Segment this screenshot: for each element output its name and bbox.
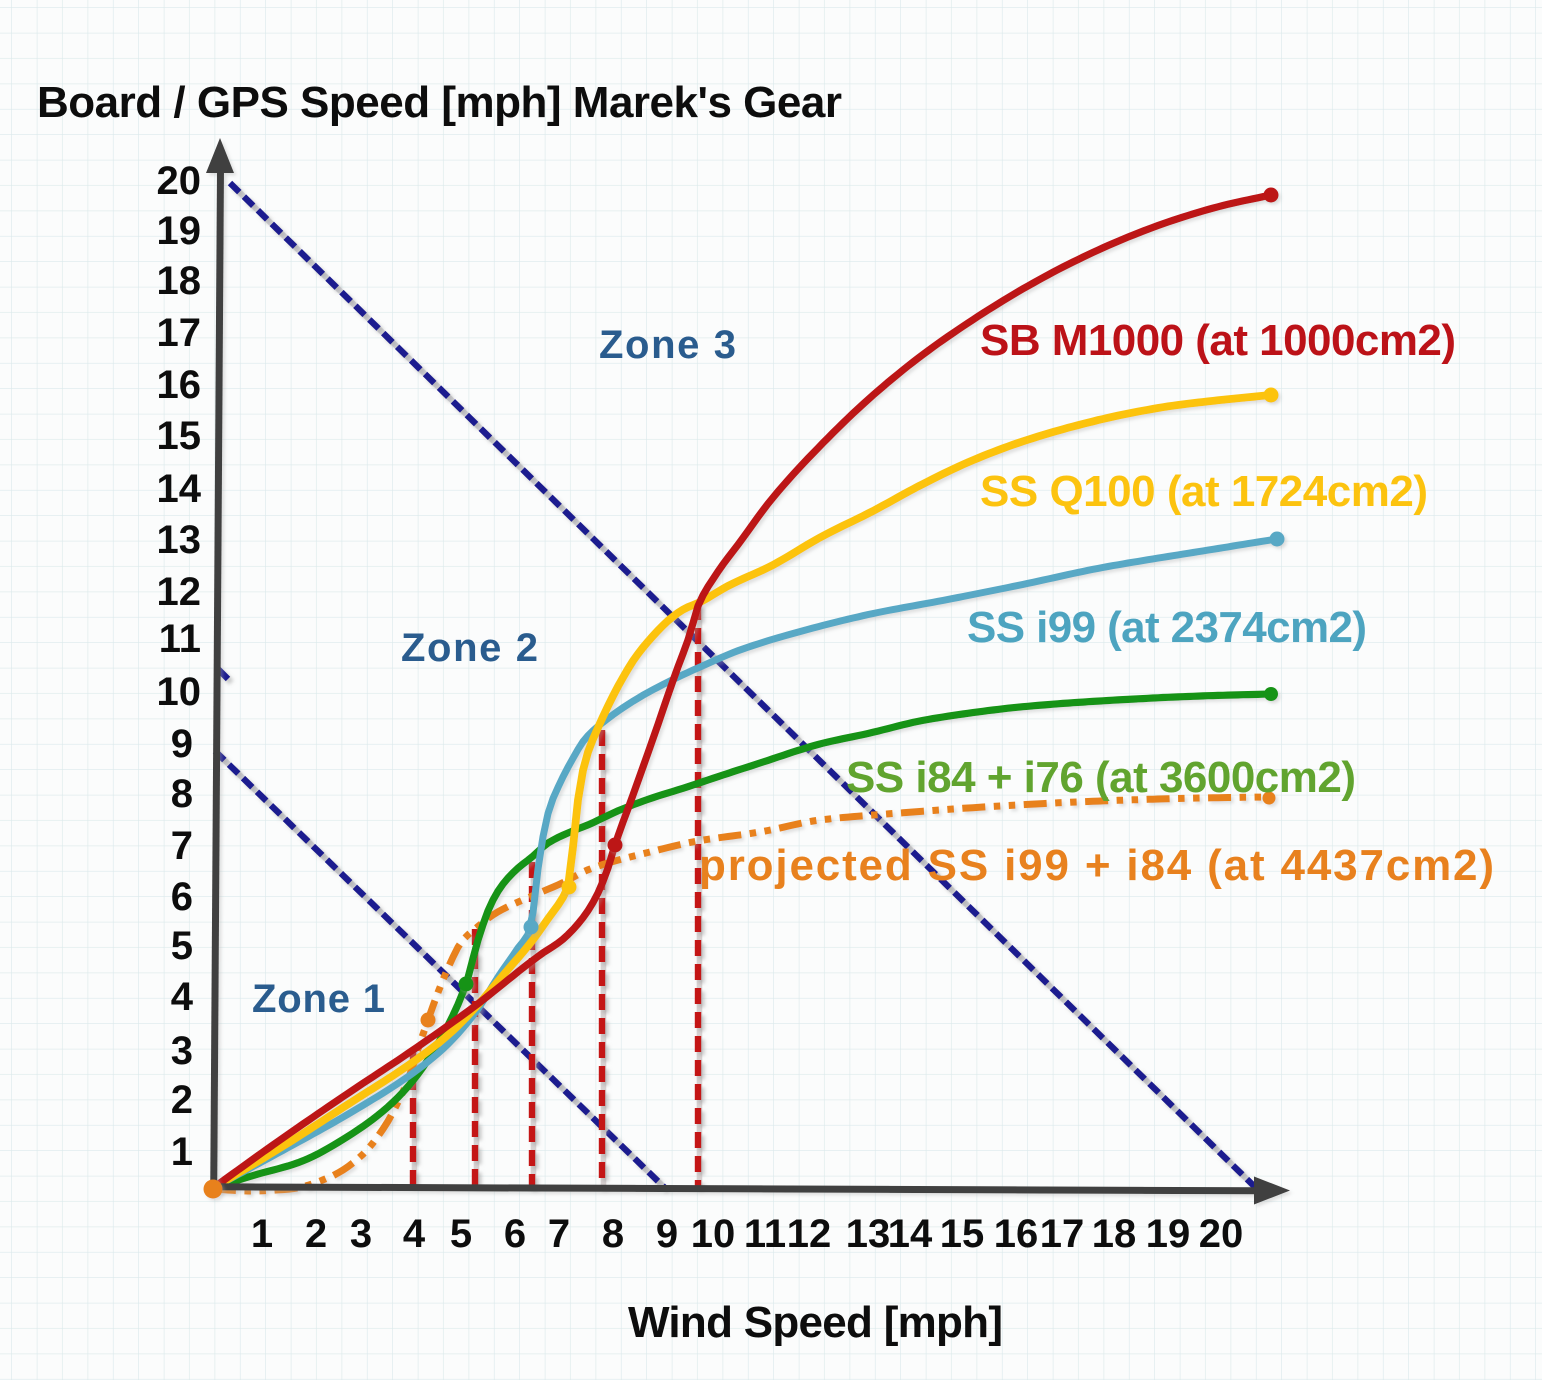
svg-text:2: 2 xyxy=(171,1078,193,1122)
svg-text:7: 7 xyxy=(171,824,193,868)
svg-text:19: 19 xyxy=(1146,1212,1191,1256)
svg-text:19: 19 xyxy=(157,209,202,253)
svg-text:6: 6 xyxy=(504,1212,526,1256)
svg-text:Zone 1: Zone 1 xyxy=(252,977,385,1021)
svg-text:15: 15 xyxy=(940,1212,985,1256)
svg-text:20: 20 xyxy=(1199,1212,1244,1256)
svg-text:11: 11 xyxy=(159,617,201,661)
svg-text:14: 14 xyxy=(888,1212,933,1256)
svg-text:5: 5 xyxy=(450,1212,472,1256)
svg-text:3: 3 xyxy=(171,1029,193,1073)
svg-text:4: 4 xyxy=(171,975,194,1019)
svg-text:15: 15 xyxy=(157,414,202,458)
svg-text:14: 14 xyxy=(157,467,202,511)
svg-text:Zone 2: Zone 2 xyxy=(401,626,538,670)
svg-text:18: 18 xyxy=(1092,1212,1137,1256)
svg-text:13: 13 xyxy=(157,518,202,562)
svg-text:8: 8 xyxy=(171,772,193,816)
svg-text:17: 17 xyxy=(1040,1212,1085,1256)
svg-text:Zone 3: Zone 3 xyxy=(599,323,736,367)
svg-text:4: 4 xyxy=(403,1212,426,1256)
svg-text:12: 12 xyxy=(787,1212,832,1256)
svg-text:SS i99 (at 2374cm2): SS i99 (at 2374cm2) xyxy=(967,603,1367,652)
svg-text:16: 16 xyxy=(994,1212,1039,1256)
svg-text:12: 12 xyxy=(157,570,202,614)
svg-text:9: 9 xyxy=(171,722,193,766)
svg-text:17: 17 xyxy=(157,311,202,355)
svg-text:3: 3 xyxy=(350,1212,372,1256)
svg-text:18: 18 xyxy=(157,259,202,303)
svg-text:11: 11 xyxy=(744,1212,786,1256)
svg-text:projected SS i99 + i84 (at 443: projected SS i99 + i84 (at 4437cm2) xyxy=(699,841,1494,890)
svg-text:2: 2 xyxy=(305,1212,327,1256)
svg-text:1: 1 xyxy=(171,1130,193,1174)
svg-text:16: 16 xyxy=(157,363,202,407)
svg-text:6: 6 xyxy=(171,875,193,919)
svg-text:10: 10 xyxy=(691,1212,736,1256)
svg-text:20: 20 xyxy=(157,159,202,203)
svg-text:13: 13 xyxy=(846,1212,891,1256)
svg-text:10: 10 xyxy=(157,670,202,714)
svg-text:SS i84 + i76 (at 3600cm2): SS i84 + i76 (at 3600cm2) xyxy=(846,753,1356,802)
svg-text:8: 8 xyxy=(602,1212,624,1256)
svg-text:5: 5 xyxy=(171,924,193,968)
svg-text:Wind Speed [mph]: Wind Speed [mph] xyxy=(628,1298,1003,1347)
svg-text:7: 7 xyxy=(548,1212,570,1256)
svg-text:1: 1 xyxy=(251,1212,273,1256)
svg-text:9: 9 xyxy=(656,1212,678,1256)
svg-text:SB M1000 (at 1000cm2): SB M1000 (at 1000cm2) xyxy=(980,316,1456,365)
svg-text:Board / GPS Speed [mph] Marek': Board / GPS Speed [mph] Marek's Gear xyxy=(37,78,842,127)
svg-text:SS Q100 (at 1724cm2): SS Q100 (at 1724cm2) xyxy=(980,467,1428,516)
